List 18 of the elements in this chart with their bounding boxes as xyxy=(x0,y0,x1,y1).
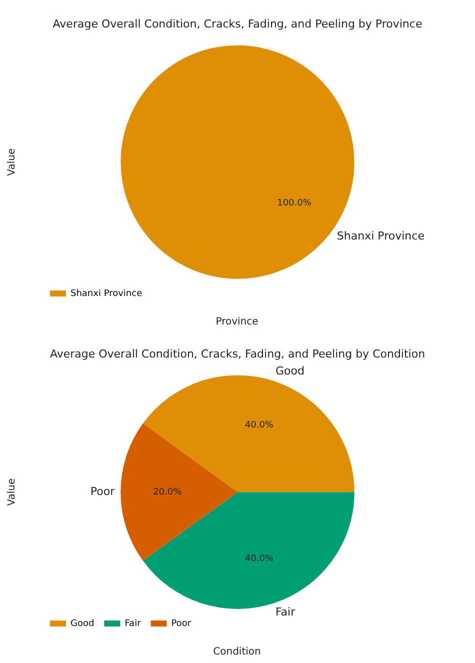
data-label: 40.0% xyxy=(244,554,274,564)
chart-title: Average Overall Condition, Cracks, Fading, and Peeling by Condition xyxy=(50,347,426,360)
text: Condition xyxy=(213,646,261,658)
text: Value xyxy=(6,478,18,506)
legend-label: Fair xyxy=(124,618,142,629)
legend-label: Good xyxy=(70,618,94,629)
text: Province xyxy=(216,316,258,328)
slice-label: Poor xyxy=(90,484,116,498)
data-label: 100.0% xyxy=(277,198,312,209)
text: Value xyxy=(6,148,18,176)
data-label: 20.0% xyxy=(153,487,182,498)
slice-label: Good xyxy=(275,364,304,378)
legend-label: Poor xyxy=(171,618,192,629)
slice-label: Shanxi Province xyxy=(336,230,425,243)
chart-title: Average Overall Condition, Cracks, Fading, and Peeling by Province xyxy=(52,17,422,30)
data-label: 40.0% xyxy=(244,420,274,431)
legend-label: Shanxi Province xyxy=(70,288,143,299)
slice-label: Fair xyxy=(275,606,296,619)
